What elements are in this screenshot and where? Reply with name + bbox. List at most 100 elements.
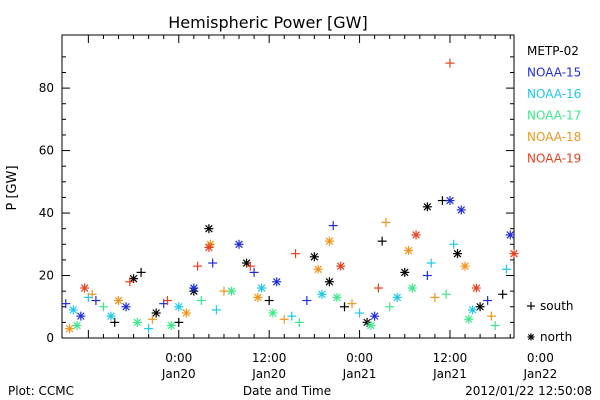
data-point bbox=[193, 261, 203, 271]
data-point bbox=[249, 267, 259, 277]
data-point bbox=[407, 283, 417, 293]
data-point bbox=[309, 252, 319, 262]
legend-entry: NOAA-16 bbox=[527, 87, 581, 101]
data-point bbox=[234, 239, 244, 249]
data-point bbox=[291, 249, 301, 259]
y-tick-label: 0 bbox=[46, 331, 54, 345]
legend-south-marker bbox=[527, 302, 535, 310]
x-tick-time-label: 0:00 bbox=[165, 351, 192, 365]
data-point bbox=[253, 292, 263, 302]
data-point bbox=[166, 321, 176, 331]
data-point bbox=[355, 308, 365, 318]
data-point bbox=[196, 296, 206, 306]
data-point bbox=[336, 261, 346, 271]
data-point bbox=[72, 321, 82, 331]
x-tick-time-label: 0:00 bbox=[527, 351, 554, 365]
data-point bbox=[385, 302, 395, 312]
legend-entry: NOAA-19 bbox=[527, 152, 581, 166]
data-point bbox=[340, 302, 349, 312]
data-point bbox=[486, 311, 496, 321]
data-point bbox=[204, 224, 214, 234]
data-point bbox=[91, 296, 101, 306]
data-point bbox=[114, 296, 123, 306]
data-point bbox=[174, 302, 184, 312]
data-point bbox=[404, 246, 414, 256]
plot-credit: Plot: CCMC bbox=[8, 384, 74, 398]
data-point bbox=[328, 221, 338, 231]
data-point bbox=[272, 277, 282, 287]
x-axis: 0:00 Jan20 12:00 Jan20 0:00 Jan21 12:00 Jan21 0:… bbox=[87, 35, 557, 381]
y-tick-label: 60 bbox=[39, 144, 54, 158]
y-axis-label: P [GW] bbox=[5, 165, 20, 210]
data-point bbox=[456, 205, 466, 215]
data-point bbox=[430, 292, 440, 302]
x-tick-date-label: Jan22 bbox=[522, 367, 557, 381]
data-point bbox=[151, 308, 161, 318]
legend: METP-02 NOAA-15 NOAA-16 NOAA-17 NOAA-18 NOAA-… bbox=[527, 44, 581, 344]
data-point bbox=[68, 305, 78, 315]
data-point bbox=[110, 317, 120, 327]
data-point bbox=[366, 321, 376, 331]
data-point bbox=[324, 277, 334, 287]
y-axis: 0 20 40 60 80 bbox=[39, 56, 514, 345]
x-tick-time-label: 12:00 bbox=[252, 351, 287, 365]
data-point bbox=[313, 264, 323, 274]
data-point bbox=[189, 283, 199, 293]
x-tick-date-label: Jan20 bbox=[161, 367, 196, 381]
data-point bbox=[377, 236, 387, 246]
data-point bbox=[449, 239, 459, 249]
data-point bbox=[475, 302, 485, 312]
data-point bbox=[437, 196, 447, 206]
data-point bbox=[144, 324, 154, 334]
data-point bbox=[471, 283, 481, 293]
x-tick-date-label: Jan20 bbox=[251, 367, 286, 381]
data-point bbox=[332, 292, 342, 302]
legend-entry: METP-02 bbox=[527, 44, 579, 58]
x-tick-date-label: Jan21 bbox=[342, 367, 377, 381]
x-tick-date-label: Jan21 bbox=[432, 367, 467, 381]
data-point bbox=[483, 296, 493, 306]
data-point bbox=[498, 289, 508, 299]
data-point bbox=[87, 289, 97, 299]
data-point bbox=[445, 58, 455, 68]
data-point bbox=[219, 286, 229, 296]
data-point bbox=[453, 249, 462, 259]
data-point bbox=[121, 302, 131, 312]
data-point bbox=[268, 308, 278, 318]
data-point bbox=[464, 314, 474, 324]
data-point bbox=[317, 289, 327, 299]
data-point bbox=[227, 286, 236, 296]
legend-south-label: south bbox=[540, 299, 574, 313]
data-point bbox=[132, 317, 142, 327]
data-point bbox=[373, 283, 383, 293]
legend-north-marker bbox=[527, 333, 535, 341]
data-point bbox=[106, 311, 116, 321]
x-axis-label: Date and Time bbox=[243, 384, 331, 398]
data-point bbox=[505, 230, 515, 240]
data-point bbox=[411, 230, 421, 240]
x-tick-time-label: 0:00 bbox=[346, 351, 373, 365]
data-point bbox=[279, 314, 289, 324]
plot-frame bbox=[61, 34, 515, 339]
data-point bbox=[400, 267, 410, 277]
data-point bbox=[426, 258, 436, 268]
legend-entry: NOAA-17 bbox=[527, 109, 581, 123]
legend-entry: NOAA-15 bbox=[527, 66, 581, 80]
data-point bbox=[294, 317, 304, 327]
data-point bbox=[324, 236, 334, 246]
data-point bbox=[174, 317, 184, 327]
data-point bbox=[162, 296, 172, 306]
data-point bbox=[76, 311, 86, 321]
y-tick-label: 20 bbox=[39, 269, 54, 283]
data-point bbox=[445, 196, 455, 206]
data-point bbox=[65, 324, 75, 334]
y-tick-label: 80 bbox=[39, 81, 54, 95]
y-tick-label: 40 bbox=[39, 206, 54, 220]
legend-entry: NOAA-18 bbox=[527, 130, 581, 144]
data-point bbox=[98, 302, 108, 312]
data-point bbox=[204, 242, 214, 252]
data-point bbox=[490, 321, 500, 331]
data-point bbox=[392, 292, 402, 302]
data-points bbox=[61, 58, 519, 334]
